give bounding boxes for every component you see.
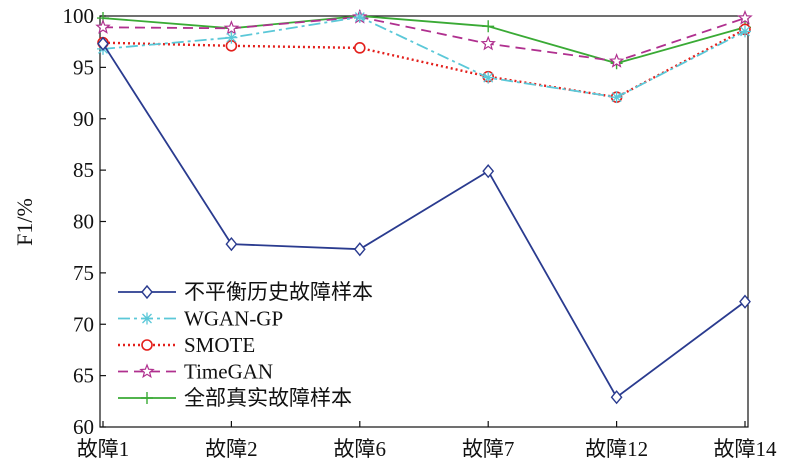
data-point [610, 91, 623, 104]
series-line [102, 15, 746, 65]
y-tick-label: 60 [73, 415, 94, 439]
x-tick-label: 故障14 [714, 437, 777, 461]
x-tick-label: 故障12 [585, 437, 648, 461]
data-point [353, 11, 366, 24]
series-line [102, 16, 746, 63]
legend-label: SMOTE [184, 333, 255, 357]
data-point [482, 71, 495, 84]
legend-item-4: TimeGAN [118, 360, 273, 384]
legend-marker [141, 284, 153, 300]
legend-item-1: 不平衡历史故障样本 [118, 280, 373, 304]
y-tick-label: 95 [73, 55, 94, 79]
x-tick-label: 故障2 [205, 437, 258, 461]
series-5 [97, 10, 751, 70]
y-tick-label: 90 [73, 107, 94, 131]
legend-label: WGAN-GP [184, 307, 283, 331]
legend-label: TimeGAN [184, 360, 273, 384]
data-point [353, 42, 366, 54]
data-point [739, 294, 751, 309]
y-tick-label: 70 [73, 312, 94, 336]
legend-item-5: 全部真实故障样本 [118, 386, 352, 410]
data-point [480, 35, 496, 51]
data-point [739, 25, 751, 38]
series-4 [95, 8, 753, 68]
legend-item-3: SMOTE [118, 333, 255, 357]
legend-marker [139, 363, 155, 379]
legend-marker [141, 312, 153, 325]
series-2 [97, 11, 751, 104]
series-line [102, 43, 746, 399]
y-tick-label: 80 [73, 210, 94, 234]
data-point [482, 20, 495, 33]
x-tick-label: 故障7 [462, 437, 515, 461]
y-axis-title: F1/% [12, 198, 37, 246]
data-point [608, 53, 625, 68]
series-group [95, 8, 753, 405]
data-point [482, 164, 495, 179]
series-3 [97, 23, 751, 103]
x-tick-label: 故障1 [77, 437, 130, 461]
y-tick-label: 100 [63, 4, 95, 28]
data-point [610, 390, 623, 405]
y-tick-label: 75 [73, 261, 94, 285]
x-tick-label: 故障6 [334, 437, 387, 461]
data-point [97, 36, 109, 51]
y-tick-label: 65 [73, 364, 94, 388]
legend-label: 不平衡历史故障样本 [184, 280, 373, 304]
legend-marker [141, 392, 153, 404]
data-point [223, 20, 240, 35]
data-point [225, 237, 238, 252]
legend-item-2: WGAN-GP [118, 307, 283, 331]
y-tick-label: 85 [73, 158, 94, 182]
data-point [353, 242, 366, 257]
legend-marker [141, 339, 153, 351]
axes: 60 65 70 75 80 85 90 95 100 故障1 故障2 故障6 故障7 故障12 故障14 [63, 4, 777, 461]
series-1 [97, 36, 751, 405]
data-point [225, 31, 238, 44]
data-point [95, 19, 111, 34]
series-line [102, 16, 746, 99]
legend-label: 全部真实故障样本 [184, 386, 352, 410]
data-point [737, 9, 753, 25]
